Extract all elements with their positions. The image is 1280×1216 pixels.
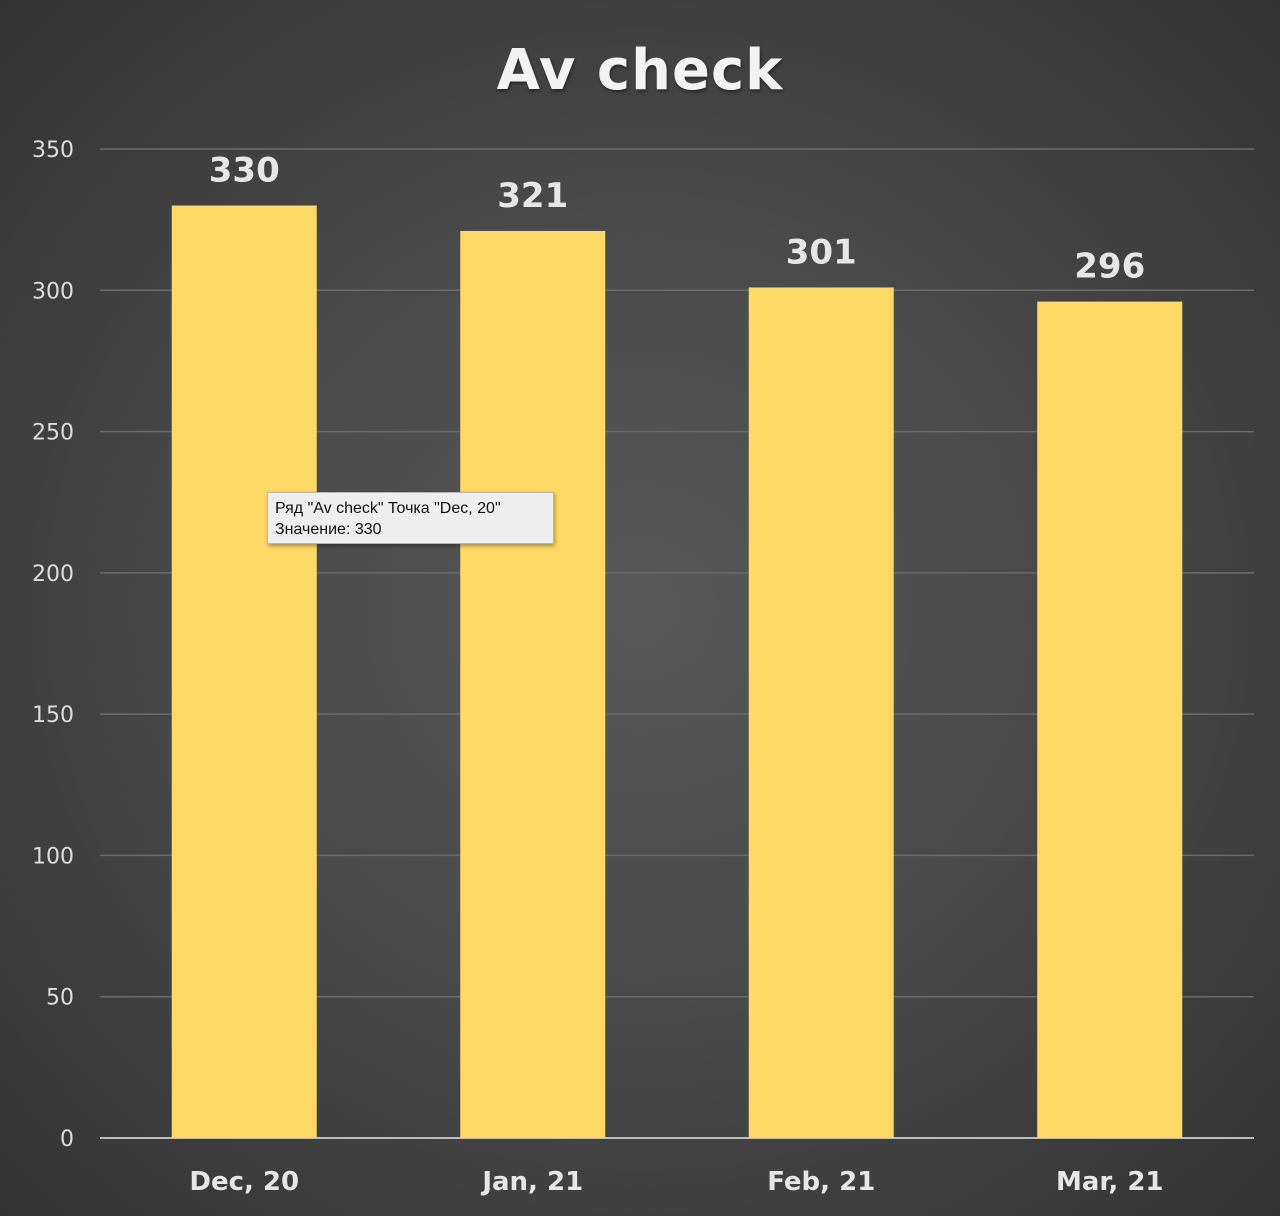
chart-title: Av check xyxy=(496,38,784,103)
bar[interactable] xyxy=(460,230,606,1139)
y-tick-label: 100 xyxy=(32,844,74,869)
data-label: 301 xyxy=(786,232,857,272)
data-label: 321 xyxy=(497,176,568,216)
data-labels: 330 321 301 296 xyxy=(209,151,1145,287)
tooltip-line-value: Значение: 330 xyxy=(275,521,382,538)
y-tick-label: 50 xyxy=(46,986,74,1011)
x-axis-ticks: Dec, 20 Jan, 21 Feb, 21 Mar, 21 xyxy=(189,1167,1163,1197)
y-tick-label: 150 xyxy=(32,703,74,728)
y-tick-label: 250 xyxy=(32,421,74,446)
y-tick-label: 350 xyxy=(32,138,74,163)
y-tick-label: 200 xyxy=(32,562,74,587)
y-axis-ticks: 0 50 100 150 200 250 300 350 xyxy=(32,138,74,1152)
x-tick-label: Feb, 21 xyxy=(767,1167,875,1197)
x-tick-label: Dec, 20 xyxy=(189,1167,299,1197)
y-tick-label: 0 xyxy=(60,1127,74,1152)
bar[interactable] xyxy=(171,205,317,1138)
x-tick-label: Mar, 21 xyxy=(1056,1167,1164,1197)
data-label: 296 xyxy=(1074,247,1145,287)
y-tick-label: 300 xyxy=(32,279,74,304)
tooltip-line-series: Ряд "Av check" Точка "Dec, 20" xyxy=(275,500,501,517)
bar[interactable] xyxy=(1037,301,1183,1138)
bar-tooltip: Ряд "Av check" Точка "Dec, 20" Значение:… xyxy=(267,492,554,544)
bars xyxy=(171,205,1183,1139)
data-label: 330 xyxy=(209,151,280,191)
bar[interactable] xyxy=(748,287,894,1139)
x-tick-label: Jan, 21 xyxy=(480,1167,583,1197)
